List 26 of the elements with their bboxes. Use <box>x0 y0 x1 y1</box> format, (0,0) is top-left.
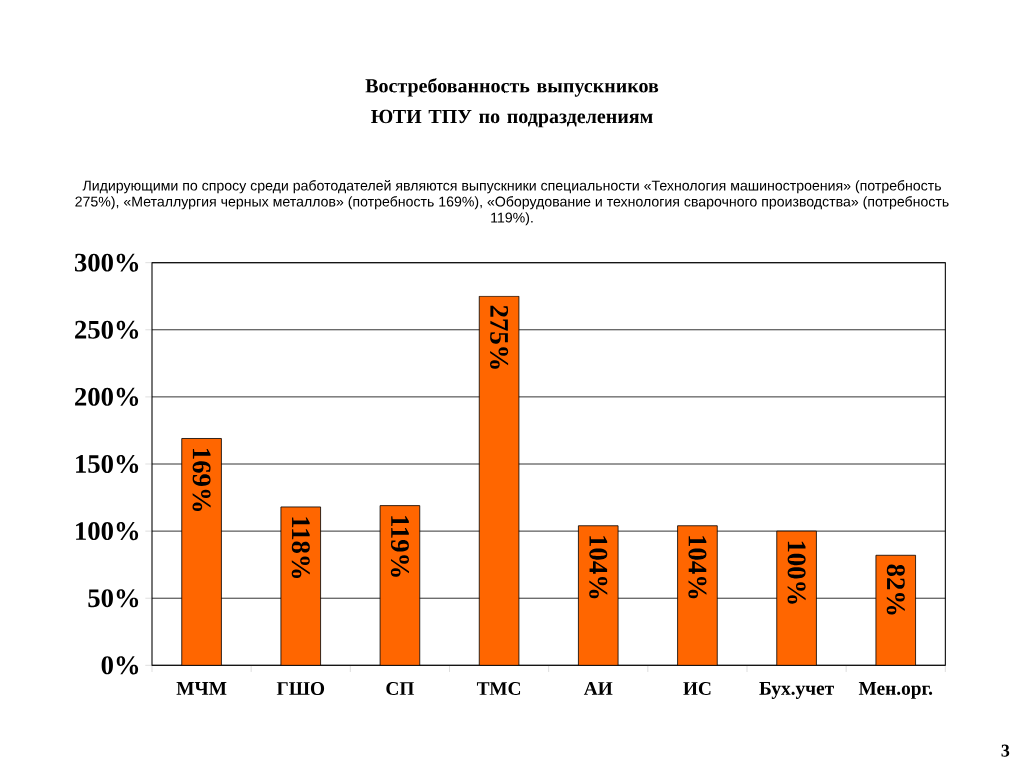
x-tick-label: Мен.орг. <box>858 682 933 699</box>
x-tick-label: АИ <box>583 682 613 695</box>
y-tick-label: 150% <box>76 454 139 474</box>
x-tick-label: Бух.учет <box>759 682 834 699</box>
y-tick-label: 50% <box>88 589 139 608</box>
text: 3 <box>1001 744 1010 757</box>
data-label: 104% <box>589 536 608 599</box>
x-tick-label: СП <box>386 682 415 696</box>
data-label: 169% <box>192 449 211 512</box>
y-tick-label: 0% <box>101 656 139 675</box>
x-tick-label: МЧМ <box>176 682 227 695</box>
x-tick-label: ТМС <box>476 682 521 696</box>
data-label: 275% <box>490 305 509 369</box>
y-tick-label: 200% <box>75 387 139 406</box>
x-tick-label: ИС <box>683 682 711 696</box>
y-tick-label: 100% <box>76 522 139 541</box>
data-label: 82% <box>886 564 905 615</box>
y-tick-label: 300% <box>74 253 139 272</box>
chart-subtitle: Лидирующими по спросу среди работодателей являются выпускники специальности «Технология машиностроения» (потребность 275%), «Металлургия черных металлов» (потребность 169%), «Оборудование и технология сварочного производства» (потребность 119%). <box>75 179 949 226</box>
chart-title: Востребованность выпускников ЮТИ ТПУ по подразделениям <box>365 78 659 128</box>
data-label: 100% <box>787 541 806 604</box>
y-tick-label: 250% <box>75 320 139 339</box>
data-label: 118% <box>291 517 310 579</box>
data-label: 104% <box>688 536 707 599</box>
x-tick-label: ГШО <box>276 682 325 696</box>
data-label: 119% <box>390 516 409 577</box>
